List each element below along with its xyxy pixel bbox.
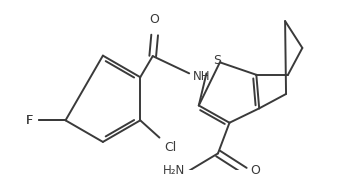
Text: F: F xyxy=(26,114,33,127)
Text: S: S xyxy=(213,54,221,67)
Text: O: O xyxy=(251,164,261,177)
Text: H₂N: H₂N xyxy=(163,164,186,177)
Text: NH: NH xyxy=(193,70,210,83)
Text: O: O xyxy=(150,13,160,26)
Text: Cl: Cl xyxy=(164,141,177,155)
Text: F: F xyxy=(26,114,33,127)
